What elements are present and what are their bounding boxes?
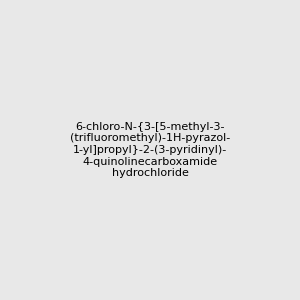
Text: 6-chloro-N-{3-[5-methyl-3-
(trifluoromethyl)-1H-pyrazol-
1-yl]propyl}-2-(3-pyrid: 6-chloro-N-{3-[5-methyl-3- (trifluoromet…: [70, 122, 230, 178]
